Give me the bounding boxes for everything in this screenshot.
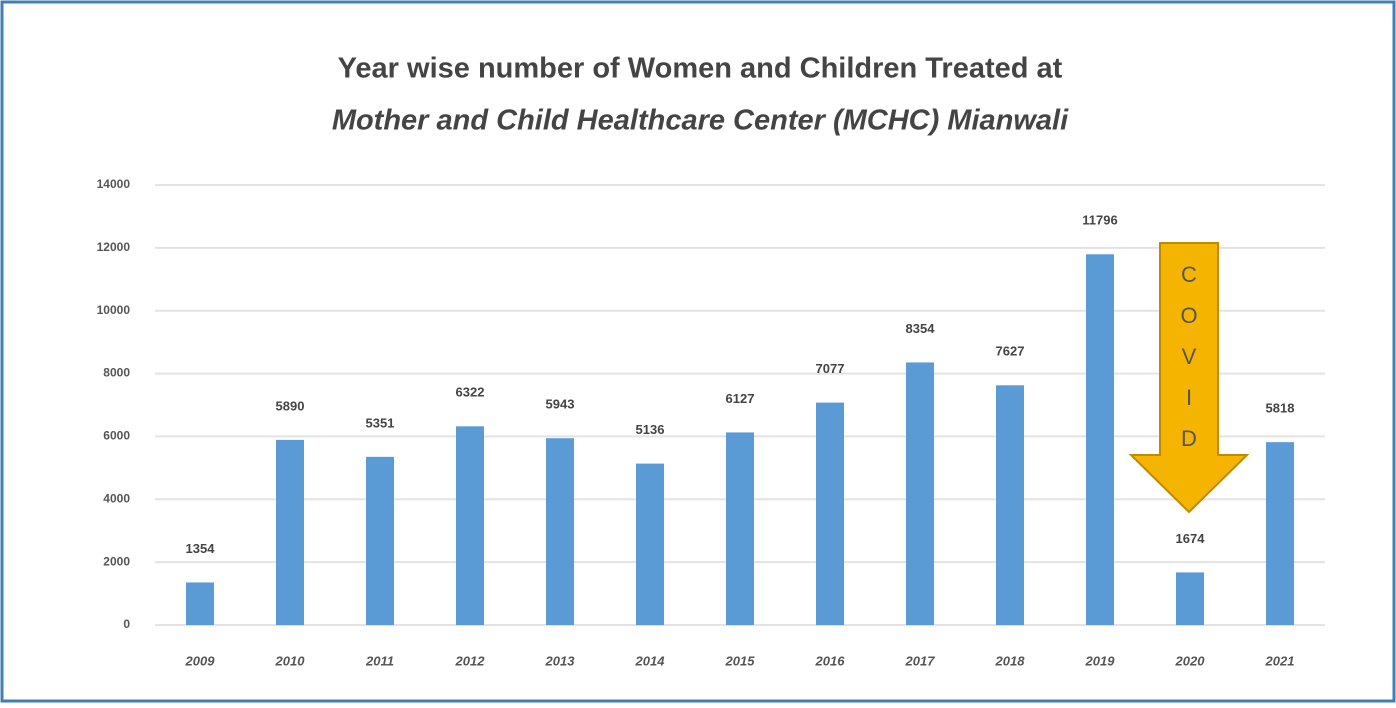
bar — [456, 426, 484, 625]
x-tick-label: 2021 — [1265, 653, 1295, 668]
covid-arrow — [1128, 242, 1250, 514]
x-tick-label: 2016 — [815, 653, 846, 668]
data-label: 5351 — [366, 415, 395, 430]
y-tick-label: 8000 — [103, 366, 130, 380]
bar — [276, 439, 304, 625]
x-tick-label: 2019 — [1085, 653, 1116, 668]
bar — [546, 438, 574, 625]
y-tick-label: 14000 — [97, 177, 131, 191]
data-label: 7627 — [996, 344, 1025, 359]
data-label: 5890 — [276, 398, 305, 413]
data-label: 6127 — [726, 391, 755, 406]
bar — [186, 582, 214, 625]
y-tick-label: 12000 — [97, 240, 131, 254]
chart-title: Year wise number of Women and Children T… — [338, 53, 1063, 85]
x-tick-label: 2020 — [1175, 653, 1206, 668]
x-tick-label: 2013 — [545, 653, 576, 668]
x-tick-label: 2018 — [995, 653, 1026, 668]
data-label: 7077 — [816, 361, 845, 376]
x-tick-label: 2010 — [275, 653, 306, 668]
data-label: 1674 — [1176, 531, 1206, 546]
x-tick-label: 2011 — [365, 653, 394, 668]
x-tick-label: 2012 — [455, 653, 486, 668]
data-label: 5943 — [546, 397, 575, 412]
y-tick-label: 0 — [123, 617, 130, 631]
bar — [1266, 442, 1294, 625]
y-tick-label: 10000 — [97, 303, 131, 317]
y-tick-label: 4000 — [103, 491, 130, 505]
bar — [1176, 572, 1204, 625]
data-label: 8354 — [906, 321, 936, 336]
x-tick-label: 2009 — [185, 653, 216, 668]
bar — [1086, 254, 1114, 626]
bar — [366, 456, 394, 625]
bar — [636, 463, 664, 625]
bar — [726, 432, 754, 625]
y-tick-label: 2000 — [103, 554, 130, 568]
x-tick-label: 2017 — [905, 653, 936, 668]
annotation: COVID — [1177, 262, 1202, 467]
data-label: 11796 — [1082, 213, 1117, 228]
y-tick-label: 6000 — [103, 429, 130, 443]
data-label: 5136 — [636, 422, 665, 437]
bar — [996, 385, 1024, 625]
x-tick-label: 2015 — [725, 653, 756, 668]
bar — [906, 362, 934, 625]
data-label: 6322 — [456, 385, 485, 400]
bar — [816, 402, 844, 625]
chart-title: Mother and Child Healthcare Center (MCHC… — [332, 105, 1069, 137]
x-tick-label: 2014 — [635, 653, 666, 668]
data-label: 1354 — [186, 541, 216, 556]
data-label: 5818 — [1266, 401, 1295, 416]
